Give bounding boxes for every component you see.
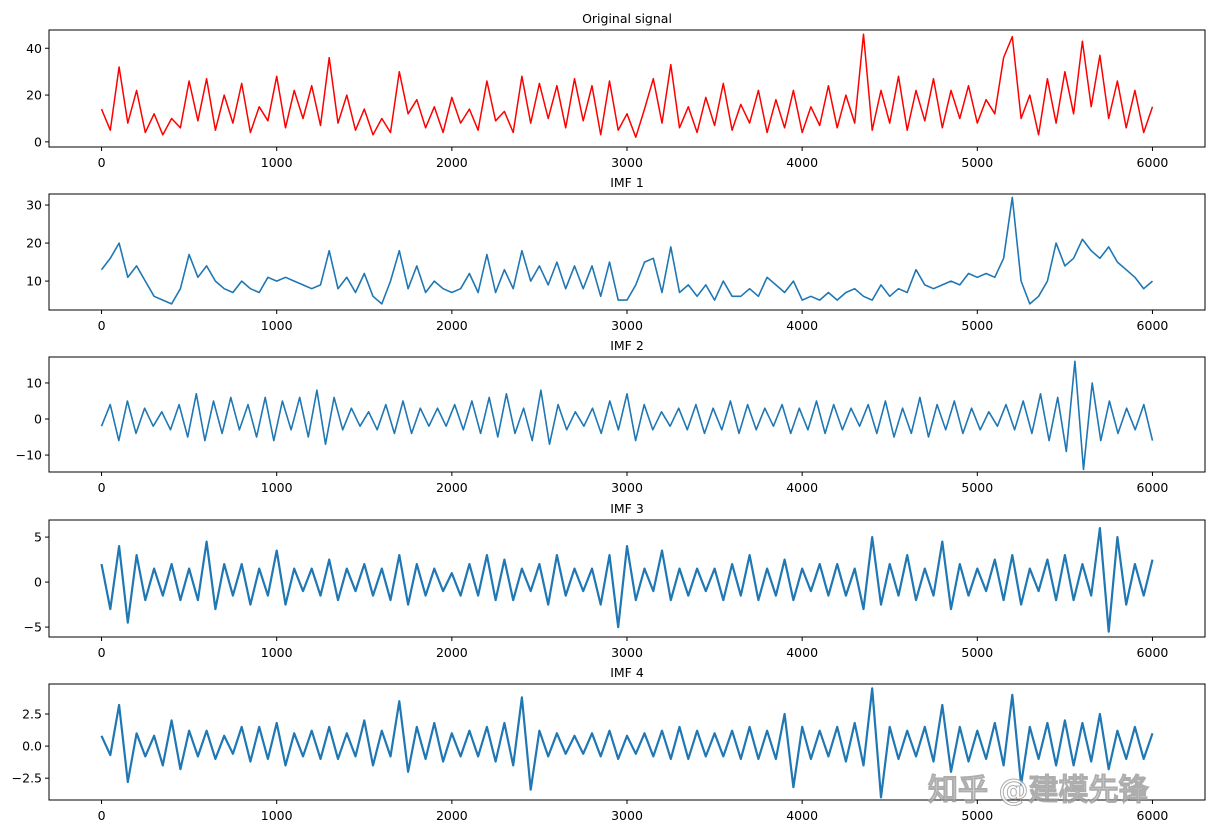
x-tick-label: 1000 — [261, 808, 293, 823]
x-tick-label: 6000 — [1137, 318, 1169, 333]
x-tick-label: 5000 — [961, 155, 993, 170]
x-tick-label: 4000 — [786, 808, 818, 823]
x-tick-label: 4000 — [786, 480, 818, 495]
x-tick-label: 5000 — [961, 318, 993, 333]
x-tick-label: 0 — [98, 480, 106, 495]
y-tick-label: 40 — [26, 41, 42, 56]
x-tick-label: 2000 — [436, 480, 468, 495]
x-tick-label: 2000 — [436, 808, 468, 823]
subplot-1: IMF 1 0 1000 2000 3000 4000 5000 6000 10 20 30 — [26, 175, 1206, 333]
x-tick-label: 4000 — [786, 155, 818, 170]
y-tick-label: 30 — [26, 198, 42, 213]
x-tick-label: 5000 — [961, 645, 993, 660]
y-tick-label: −10 — [16, 448, 42, 463]
axes-frame — [48, 356, 1206, 473]
y-tick-label: 20 — [26, 236, 42, 251]
subplot-3: IMF 3 0 1000 2000 3000 4000 5000 6000 −5 0 5 — [24, 501, 1206, 660]
y-tick-label: 10 — [26, 375, 42, 390]
x-tick-label: 6000 — [1137, 155, 1169, 170]
x-tick-label: 4000 — [786, 318, 818, 333]
x-tick-label: 3000 — [611, 318, 643, 333]
subplot-title: IMF 2 — [610, 338, 644, 353]
axes-frame — [48, 193, 1206, 311]
y-tick-label: −2.5 — [12, 771, 42, 786]
x-tick-label: 0 — [98, 155, 106, 170]
axes-frame — [48, 29, 1206, 148]
subplot-title: IMF 3 — [610, 501, 644, 516]
y-tick-label: 0 — [34, 412, 42, 427]
x-tick-label: 0 — [98, 808, 106, 823]
y-tick-label: 20 — [26, 88, 42, 103]
x-tick-label: 3000 — [611, 480, 643, 495]
series-line — [100, 526, 1154, 633]
x-tick-label: 3000 — [611, 155, 643, 170]
y-tick-label: 0 — [34, 575, 42, 590]
series-line — [100, 687, 1154, 799]
x-tick-label: 0 — [98, 318, 106, 333]
y-tick-label: 2.5 — [22, 707, 42, 722]
subplot-title: IMF 1 — [610, 175, 644, 190]
y-tick-label: −5 — [24, 620, 42, 635]
subplot-4: IMF 4 0 1000 2000 3000 4000 5000 6000 −2.5 0.0 2.5 — [12, 665, 1206, 823]
x-tick-label: 6000 — [1137, 645, 1169, 660]
x-tick-label: 5000 — [961, 480, 993, 495]
x-tick-label: 1000 — [261, 155, 293, 170]
subplot-title: IMF 4 — [610, 665, 644, 680]
x-tick-label: 2000 — [436, 318, 468, 333]
series-line — [100, 196, 1154, 305]
subplot-title: Original signal — [582, 11, 672, 26]
x-tick-label: 6000 — [1137, 808, 1169, 823]
x-tick-label: 6000 — [1137, 480, 1169, 495]
x-tick-label: 1000 — [261, 645, 293, 660]
series-line — [100, 360, 1154, 471]
x-tick-label: 2000 — [436, 155, 468, 170]
x-tick-label: 3000 — [611, 645, 643, 660]
subplot-2: IMF 2 0 1000 2000 3000 4000 5000 6000 −10 0 10 — [16, 338, 1206, 495]
x-tick-label: 5000 — [961, 808, 993, 823]
x-tick-label: 4000 — [786, 645, 818, 660]
y-tick-label: 10 — [26, 274, 42, 289]
x-tick-label: 3000 — [611, 808, 643, 823]
x-tick-label: 2000 — [436, 645, 468, 660]
x-tick-label: 1000 — [261, 318, 293, 333]
series-line — [100, 33, 1154, 138]
y-tick-label: 5 — [34, 530, 42, 545]
y-tick-label: 0 — [34, 134, 42, 149]
x-tick-label: 1000 — [261, 480, 293, 495]
x-tick-label: 0 — [98, 645, 106, 660]
watermark: 知乎 @建模先锋 — [928, 773, 1149, 808]
subplot-0: Original signal 0 1000 2000 3000 4000 5000 6000… — [26, 11, 1206, 170]
y-tick-label: 0.0 — [22, 739, 42, 754]
